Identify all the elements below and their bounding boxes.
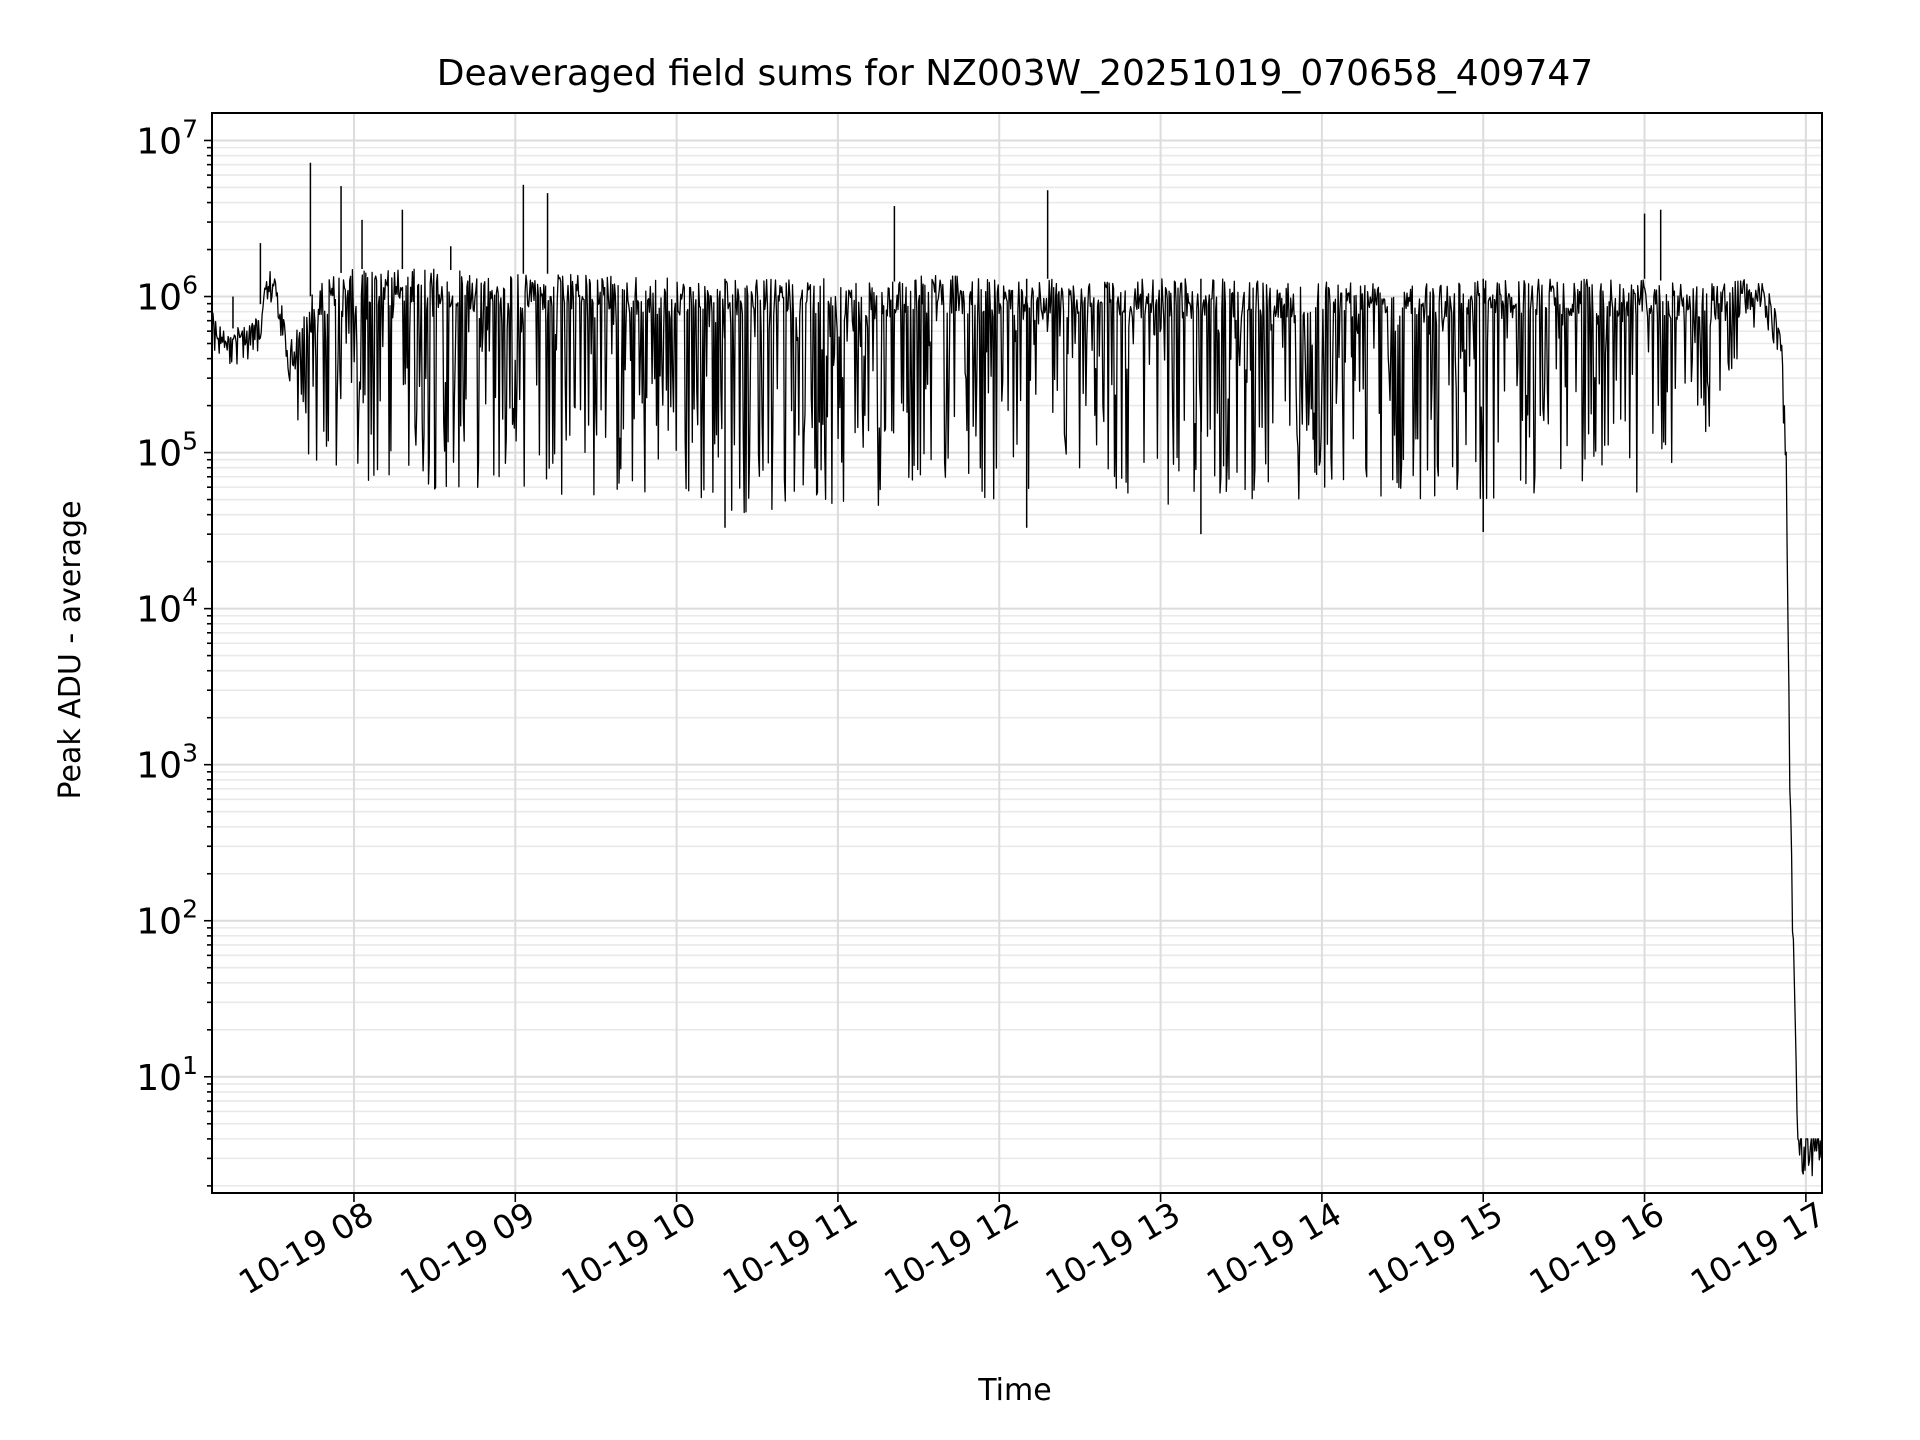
chart-title: Deaveraged field sums for NZ003W_2025101…: [437, 53, 1593, 94]
y-tick-label: 104: [136, 583, 198, 631]
y-tick-label: 103: [136, 739, 198, 787]
x-axis-label: Time: [977, 1373, 1051, 1408]
y-tick-label: 107: [136, 114, 198, 162]
y-tick-label: 106: [136, 271, 198, 319]
series-line: [211, 268, 1823, 1177]
y-tick-label: 101: [136, 1051, 198, 1099]
y-axis-label: Peak ADU - average: [53, 500, 88, 799]
data-series: [211, 162, 1823, 1177]
y-tick-label: 105: [136, 427, 198, 475]
grid: [212, 113, 1822, 1193]
y-tick-label: 102: [136, 895, 198, 943]
axes-frame: [211, 112, 1823, 1194]
